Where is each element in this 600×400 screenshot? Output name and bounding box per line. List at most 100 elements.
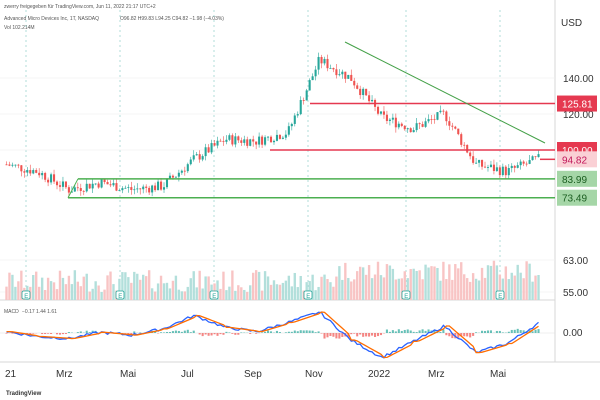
volume-bar-1: [8, 272, 11, 300]
macd-histogram-bar-84: [255, 333, 258, 334]
volume-bar-99: [299, 275, 302, 300]
candle-body-69: [210, 143, 213, 153]
candle-body-159: [478, 160, 481, 163]
candle-body-74: [225, 139, 228, 142]
candle-body-144: [433, 119, 436, 121]
macd-histogram-bar-169: [507, 331, 510, 333]
candle-body-37: [115, 183, 118, 191]
volume-bar-143: [430, 266, 433, 300]
price-badge-0: [557, 95, 597, 112]
descending-trend-line[interactable]: [344, 41, 546, 144]
volume-label: Vol 102.214M: [4, 25, 35, 31]
macd-histogram-bar-172: [516, 328, 519, 333]
volume-bar-49: [150, 288, 154, 300]
volume-bar-65: [198, 270, 201, 300]
volume-bar-139: [418, 270, 421, 300]
macd-histogram-bar-131: [394, 331, 397, 333]
macd-histogram-bar-146: [439, 332, 442, 333]
candle-body-36: [112, 183, 115, 186]
macd-histogram-bar-118: [356, 333, 359, 337]
volume-bar-134: [403, 271, 406, 300]
volume-bar-62: [189, 278, 192, 300]
candle-body-21: [67, 187, 70, 193]
macd-histogram-bar-25: [79, 331, 82, 333]
candle-body-125: [376, 106, 380, 114]
volume-bar-113: [341, 279, 344, 300]
candle-body-173: [519, 161, 522, 166]
macd-histogram-bar-52: [160, 332, 163, 333]
candle-body-106: [320, 56, 323, 64]
volume-bar-86: [260, 290, 264, 300]
volume-bar-80: [243, 289, 246, 300]
x-tick-mai-2022: Mai: [490, 369, 506, 380]
candle-body-152: [457, 128, 460, 135]
candle-body-178: [534, 156, 537, 158]
candle-body-175: [525, 163, 528, 165]
volume-bar-123: [370, 278, 374, 300]
volume-bar-147: [442, 261, 445, 300]
candle-body-104: [314, 69, 317, 77]
macd-histogram-bar-2: [11, 333, 14, 334]
candle-body-88: [267, 136, 270, 138]
macd-histogram-bar-88: [267, 330, 270, 333]
macd-histogram-bar-141: [424, 330, 427, 333]
candle-body-151: [454, 126, 457, 129]
volume-bar-46: [142, 274, 145, 300]
candle-body-134: [403, 125, 406, 130]
macd-histogram-bar-41: [127, 333, 130, 335]
candle-body-20: [64, 181, 67, 188]
volume-bar-26: [82, 276, 85, 300]
earnings-marker-label-3: E: [306, 294, 310, 300]
volume-bar-61: [186, 286, 189, 300]
candle-body-90: [272, 140, 276, 143]
volume-bar-117: [353, 279, 356, 300]
candle-body-95: [287, 126, 290, 135]
volume-bar-103: [311, 274, 314, 300]
macd-histogram-bar-119: [359, 333, 362, 335]
candle-body-155: [466, 144, 469, 153]
candle-body-66: [201, 156, 204, 160]
macd-histogram-bar-89: [269, 331, 273, 333]
candle-body-117: [353, 80, 356, 86]
volume-bar-58: [177, 289, 181, 300]
volume-bar-20: [64, 284, 68, 300]
volume-bar-9: [32, 274, 35, 300]
macd-histogram-bar-144: [433, 329, 436, 333]
candle-body-160: [481, 160, 484, 167]
candle-body-77: [234, 136, 237, 145]
volume-bar-107: [323, 274, 326, 300]
candle-body-51: [157, 181, 160, 191]
candle-body-46: [142, 186, 145, 190]
volume-bar-48: [147, 270, 151, 300]
candle-body-115: [347, 74, 350, 79]
volume-bar-124: [373, 274, 377, 300]
candle-body-102: [308, 80, 311, 91]
macd-histogram-bar-137: [412, 331, 415, 333]
volume-bar-63: [192, 271, 195, 300]
candle-body-132: [397, 123, 400, 128]
macd-histogram-bar-104: [314, 332, 317, 333]
candle-body-82: [249, 139, 252, 146]
candle-body-13: [44, 173, 47, 180]
volume-bar-92: [278, 284, 282, 300]
candle-body-123: [371, 99, 374, 102]
macd-histogram-bar-79: [240, 332, 243, 333]
macd-histogram-bar-18: [58, 333, 62, 335]
volume-bar-145: [436, 267, 439, 300]
volume-bar-120: [361, 267, 365, 300]
candle-body-108: [326, 58, 329, 69]
volume-bar-119: [358, 266, 362, 300]
macd-histogram-bar-128: [385, 329, 388, 333]
tradingview-logo: TradingView: [6, 391, 42, 397]
volume-bar-60: [183, 291, 187, 300]
candle-body-153: [460, 134, 463, 145]
macd-histogram-bar-126: [379, 333, 383, 336]
volume-bar-68: [207, 276, 210, 300]
volume-bar-78: [237, 285, 240, 300]
macd-histogram-bar-57: [174, 330, 177, 333]
symbol-line: Advanced Micro Devices Inc, 1T, NASDAQ: [4, 16, 99, 22]
macd-histogram-bar-99: [299, 330, 302, 333]
volume-bar-151: [454, 264, 457, 300]
